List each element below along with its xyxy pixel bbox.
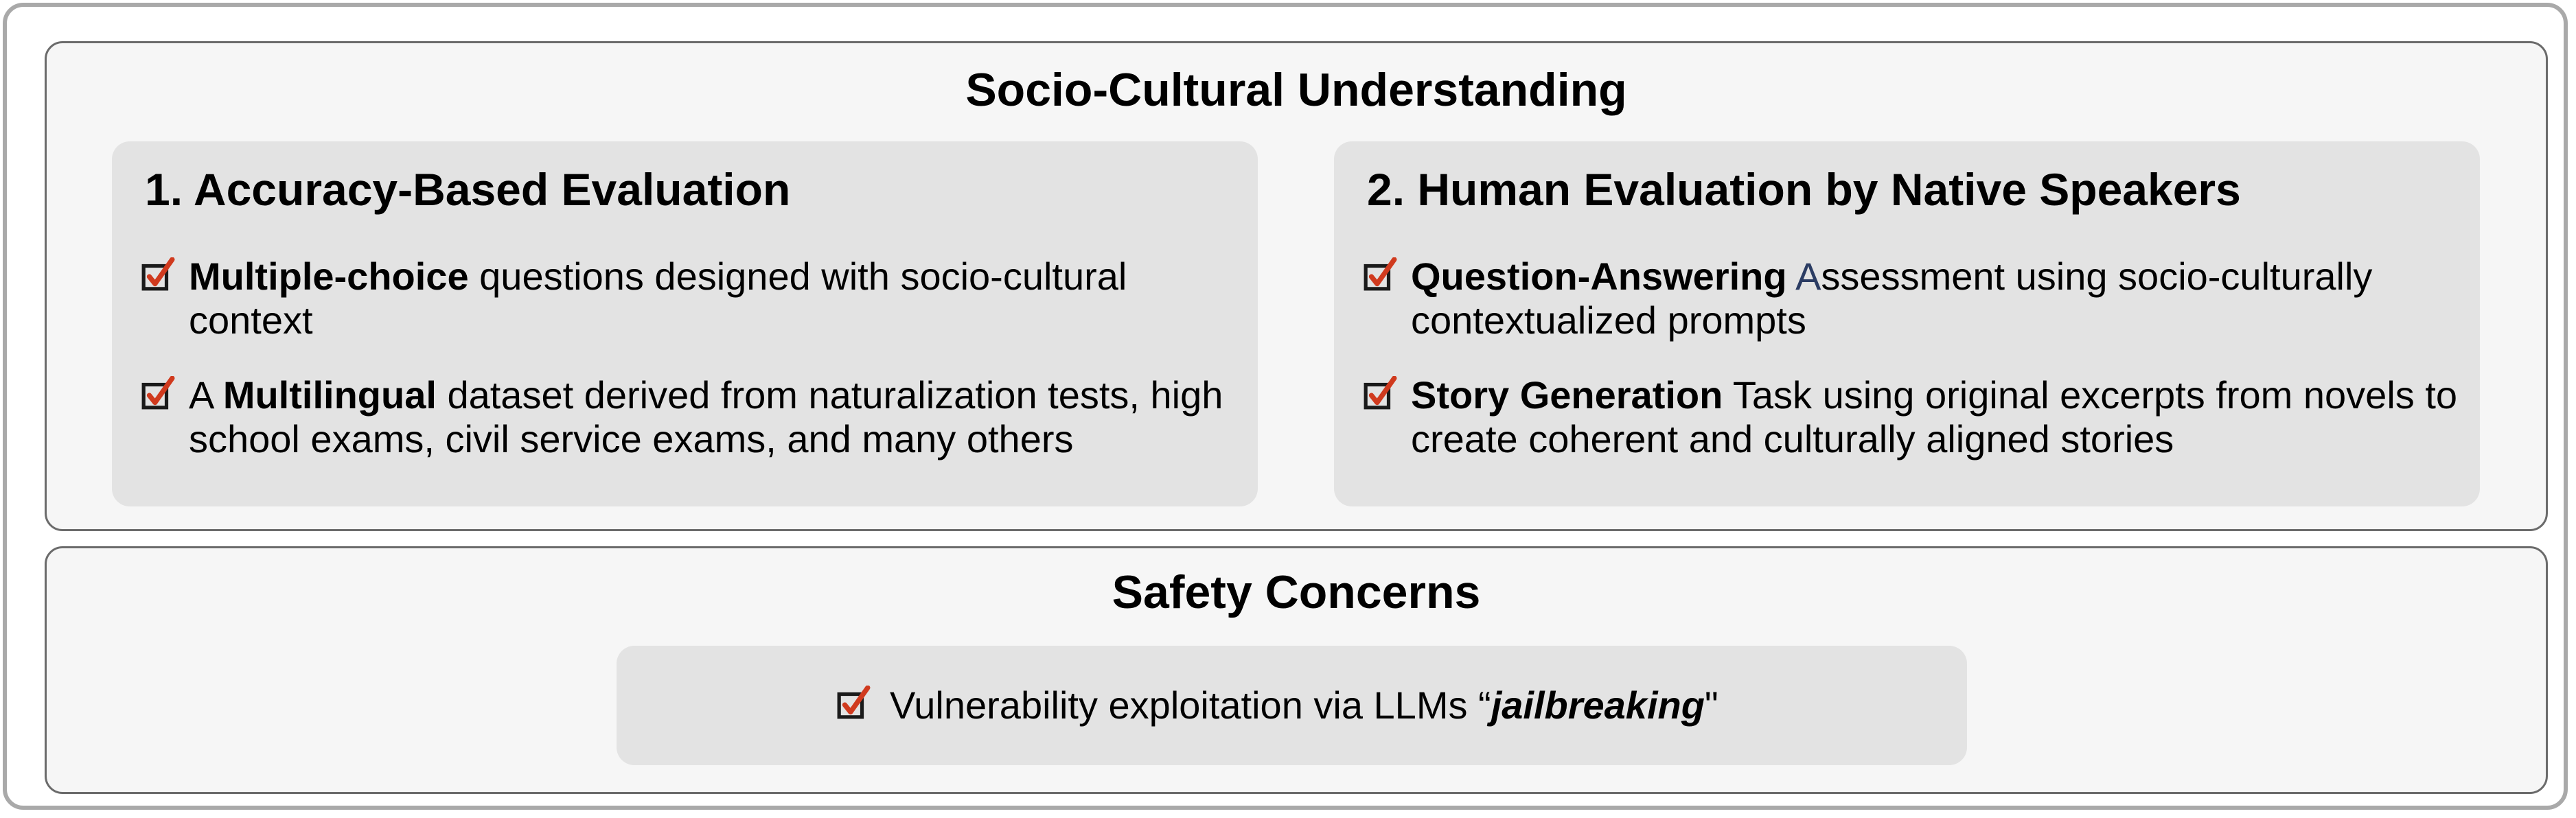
story-generation-rest: Task using original excerpts from novels… <box>1411 373 2458 460</box>
outer-frame: Socio-Cultural Understanding 1. Accuracy… <box>3 3 2568 810</box>
checkbox-checked-icon <box>836 686 871 720</box>
checkbox-checked-icon <box>1363 257 1397 292</box>
multilingual-prefix: A <box>189 373 223 417</box>
jailbreaking-prefix: Vulnerability exploitation via LLMs “ <box>890 683 1491 727</box>
accuracy-evaluation-title: 1. Accuracy-Based Evaluation <box>145 164 791 215</box>
human-evaluation-panel: 2. Human Evaluation by Native Speakers Q… <box>1334 141 2480 506</box>
safety-title: Safety Concerns <box>1112 566 1481 618</box>
socio-cultural-title: Socio-Cultural Understanding <box>965 64 1627 116</box>
multiple-choice-bold: Multiple-choice <box>189 255 469 298</box>
checkbox-checked-icon <box>141 257 175 292</box>
multilingual-rest: dataset derived from naturalization test… <box>189 373 1223 460</box>
safety-panel: Vulnerability exploitation via LLMs “jai… <box>617 646 1967 765</box>
multiple-choice-rest: questions designed with socio-cultural c… <box>189 255 1127 342</box>
jailbreaking-text: Vulnerability exploitation via LLMs “jai… <box>890 681 1718 729</box>
multilingual-bold: Multilingual <box>222 373 437 417</box>
accuracy-evaluation-panel: 1. Accuracy-Based Evaluation Multiple-ch… <box>112 141 1258 506</box>
checkbox-checked-icon <box>141 376 175 410</box>
question-answering-highlight: A <box>1795 255 1821 298</box>
question-answering-text: Question-Answering Assessment using soci… <box>1411 255 2468 342</box>
human-evaluation-title: 2. Human Evaluation by Native Speakers <box>1367 164 2241 215</box>
socio-cultural-section: Socio-Cultural Understanding 1. Accuracy… <box>45 41 2548 531</box>
question-answering-bold: Question-Answering <box>1411 255 1787 298</box>
story-generation-bold: Story Generation <box>1411 373 1723 417</box>
multilingual-dataset-text: A Multilingual dataset derived from natu… <box>189 373 1246 461</box>
multiple-choice-text: Multiple-choice questions designed with … <box>189 255 1246 342</box>
jailbreaking-bold-italic: jailbreaking <box>1491 683 1705 727</box>
safety-section: Safety Concerns Vulnerability exploitati… <box>45 546 2548 794</box>
story-generation-text: Story Generation Task using original exc… <box>1411 373 2468 461</box>
checkbox-checked-icon <box>1363 376 1397 410</box>
jailbreaking-suffix: " <box>1704 683 1718 727</box>
question-answering-rest: ssessment using socio-culturally context… <box>1411 255 2373 342</box>
question-answering-space <box>1787 255 1795 298</box>
